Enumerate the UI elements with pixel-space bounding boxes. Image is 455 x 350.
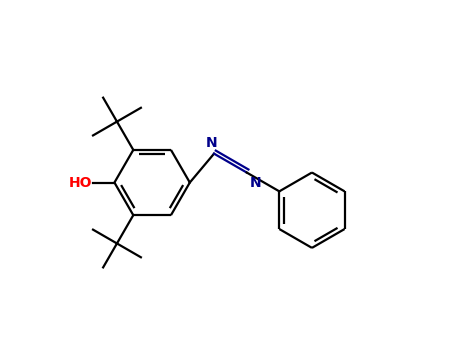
- Text: N: N: [206, 136, 218, 150]
- Text: HO: HO: [69, 176, 92, 190]
- Text: N: N: [250, 176, 261, 190]
